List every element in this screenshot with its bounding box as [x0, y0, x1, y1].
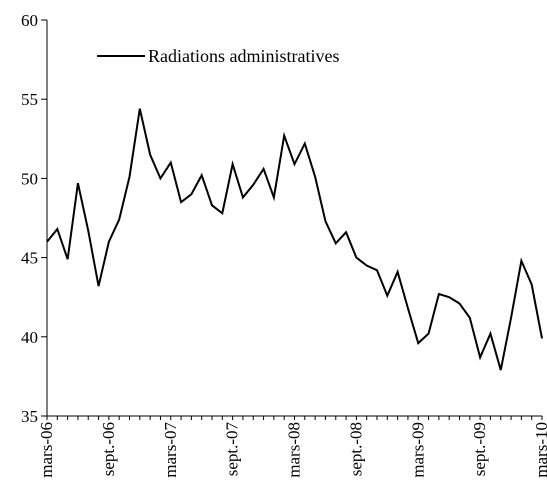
y-tick-label: 55 — [21, 90, 38, 109]
y-tick-label: 50 — [21, 169, 38, 188]
x-tick-label: sept.-09 — [470, 422, 489, 476]
x-tick-label: mars-06 — [37, 422, 56, 478]
x-tick-label: sept.-06 — [99, 422, 118, 476]
x-tick-label: mars-10 — [532, 422, 547, 478]
legend-label: Radiations administratives — [148, 46, 339, 66]
y-axis: 35 40 45 50 55 60 — [21, 11, 48, 426]
x-tick-label: sept.-08 — [346, 422, 365, 476]
legend: Radiations administratives — [97, 46, 339, 66]
y-tick-label: 60 — [21, 11, 38, 30]
series-line-radiations-administratives — [46, 108, 543, 371]
y-tick-label: 40 — [21, 328, 38, 347]
x-tick-label: sept.-07 — [223, 422, 242, 477]
x-tick-label: mars-08 — [285, 422, 304, 478]
x-tick-label: mars-07 — [161, 422, 180, 478]
x-tick-label: mars-09 — [408, 422, 427, 478]
x-axis: mars-06 sept.-06 mars-07 sept.-07 mars-08 sep… — [37, 415, 547, 478]
plot-series — [46, 108, 543, 371]
y-tick-label: 45 — [21, 249, 38, 268]
y-tick-label: 35 — [21, 407, 38, 426]
